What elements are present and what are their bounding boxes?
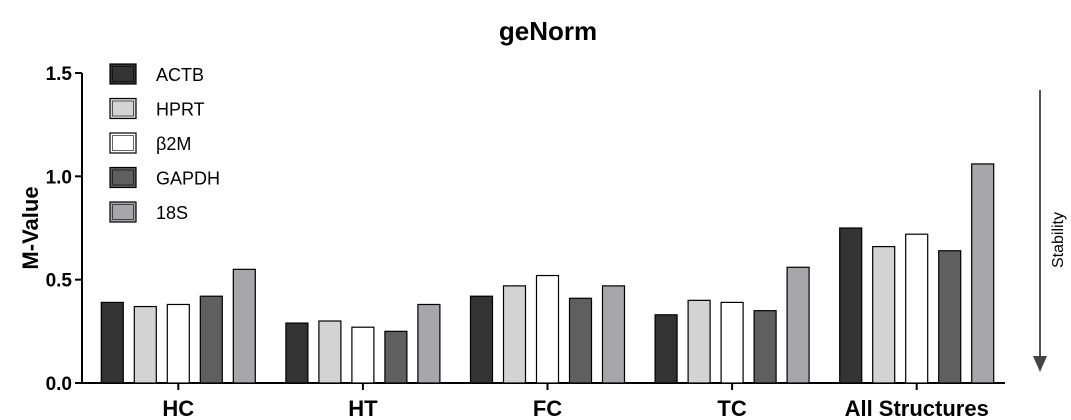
chart-title: geNorm [499,16,597,46]
bar-ht-3 [351,326,375,384]
bar-hc-3 [166,303,190,384]
bar-tc-5 [786,266,810,384]
stability-label: Stability [1050,212,1067,268]
bar-ht-1 [285,322,309,384]
bar-ht-2 [318,320,342,384]
x-tick-label: HC [162,396,194,420]
legend-entry: HPRT [156,100,205,120]
bar-fc-2 [502,285,527,384]
bar-hc-4 [199,295,223,384]
legend-swatch-inner [112,66,134,82]
y-axis-label: M-Value [18,186,43,269]
legend: ACTB HPRT β2M GAPDH 18S [109,63,220,223]
legend-swatch [109,97,137,120]
stability-arrow-icon [1033,90,1047,372]
bar-tc-2 [687,299,711,384]
legend-entry: ACTB [156,65,204,85]
legend-swatch [109,63,137,85]
bar-all-structures-2 [872,246,896,384]
bar-hc-2 [133,305,157,384]
y-tick-label: 0.5 [46,271,73,292]
bar-all-structures-4 [938,250,962,384]
x-tick-label: FC [533,396,562,420]
bar-fc-3 [535,274,560,384]
legend-swatch [109,166,137,189]
bar-tc-1 [654,314,678,384]
bar-tc-3 [720,301,744,384]
legend-swatch-inner [112,204,134,220]
bar-fc-1 [469,295,494,384]
bar-fc-4 [568,297,593,384]
bar-ht-4 [384,330,408,384]
bar-all-structures-1 [839,227,863,384]
y-tick-label: 0.0 [46,374,72,395]
bar-hc-1 [100,301,124,384]
legend-swatch [109,132,137,154]
x-tick-label: All Structures [845,396,989,420]
legend-swatch-inner [112,169,134,186]
x-tick-labels: HC HT FC TC All Structures [162,383,989,420]
bar-tc-4 [753,310,777,384]
bar-all-structures-5 [971,163,995,384]
legend-swatch-inner [112,135,134,151]
bar-all-structures-3 [905,233,929,384]
x-tick-label: TC [717,396,746,420]
x-tick-label: HT [348,396,378,420]
legend-entry: 18S [156,203,188,223]
y-tick-label: 1.0 [46,167,72,188]
y-tick-label: 1.5 [46,64,73,85]
bar-fc-5 [601,285,626,384]
legend-entry: β2M [156,134,191,154]
legend-entry: GAPDH [156,169,220,189]
legend-swatch [109,201,137,223]
bars-layer [100,163,995,384]
bar-hc-5 [232,268,256,384]
bar-ht-5 [417,303,441,384]
legend-swatch-inner [112,100,134,117]
